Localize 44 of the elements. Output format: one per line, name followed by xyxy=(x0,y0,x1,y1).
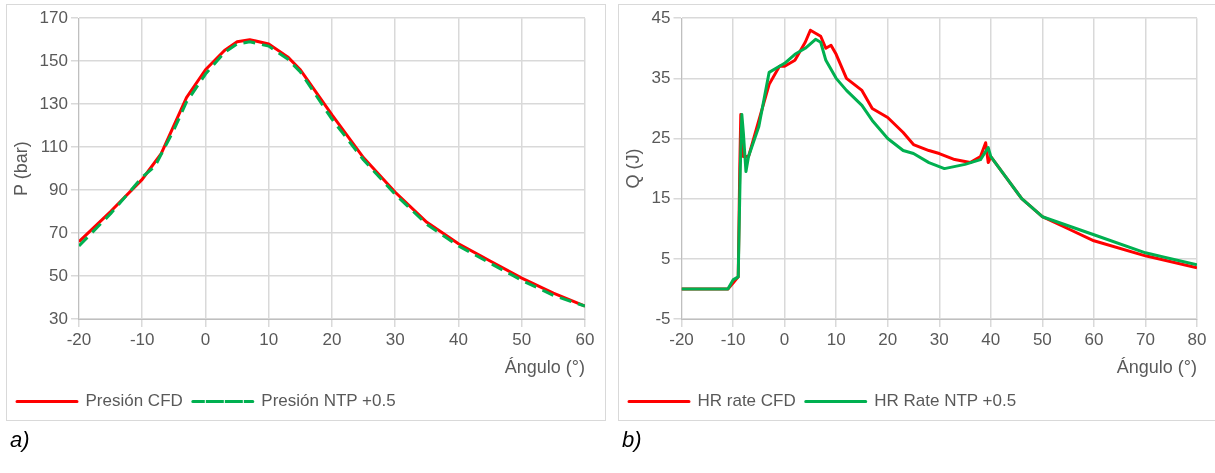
x-tick-label: 30 xyxy=(929,329,949,349)
x-tick-label: 80 xyxy=(1187,329,1207,349)
y-tick-label: 130 xyxy=(39,93,68,113)
text: a) xyxy=(10,427,31,453)
legend-label: HR rate CFD xyxy=(697,391,796,411)
y-tick-label: 110 xyxy=(40,136,68,156)
y-axis-title: P (bar) xyxy=(10,141,31,196)
y-tick-label: 45 xyxy=(651,7,671,27)
y-tick-label: 150 xyxy=(39,50,68,70)
y-tick-label: 15 xyxy=(651,188,671,208)
y-axis-title: Q (J) xyxy=(622,148,643,189)
x-tick-label: 60 xyxy=(1084,329,1104,349)
y-tick-label: 35 xyxy=(651,68,671,88)
x-tick-label: 0 xyxy=(200,329,211,349)
y-tick-label: 50 xyxy=(49,265,68,285)
legend-label: Presión NTP +0.5 xyxy=(261,391,396,411)
legend-label: HR Rate NTP +0.5 xyxy=(874,391,1017,411)
x-tick-label: -20 xyxy=(669,329,694,349)
y-tick-label: 170 xyxy=(39,7,68,27)
text: b) xyxy=(622,427,643,453)
x-tick-label: 70 xyxy=(1135,329,1155,349)
y-tick-label: 30 xyxy=(49,308,68,328)
legend-label: Presión CFD xyxy=(85,391,183,411)
x-tick-label: 60 xyxy=(575,329,595,349)
x-tick-label: 30 xyxy=(385,329,405,349)
x-tick-label: 50 xyxy=(1032,329,1052,349)
x-tick-label: 50 xyxy=(512,329,532,349)
x-tick-label: 20 xyxy=(878,329,898,349)
x-tick-label: 10 xyxy=(259,329,279,349)
x-tick-label: 40 xyxy=(981,329,1001,349)
x-tick-label: 40 xyxy=(449,329,468,349)
y-tick-label: -5 xyxy=(655,308,671,328)
x-tick-label: 10 xyxy=(826,329,846,349)
x-tick-label: 0 xyxy=(779,329,790,349)
x-axis-title: Ángulo (°) xyxy=(504,357,585,378)
y-tick-label: 5 xyxy=(661,248,671,268)
x-tick-label: -20 xyxy=(66,329,92,349)
x-tick-label: 20 xyxy=(322,329,342,349)
x-tick-label: -10 xyxy=(129,329,155,349)
y-tick-label: 70 xyxy=(49,222,68,242)
y-tick-label: 25 xyxy=(651,128,671,148)
y-tick-label: 90 xyxy=(49,179,68,199)
x-axis-title: Ángulo (°) xyxy=(1116,357,1197,378)
x-tick-label: -10 xyxy=(720,329,746,349)
